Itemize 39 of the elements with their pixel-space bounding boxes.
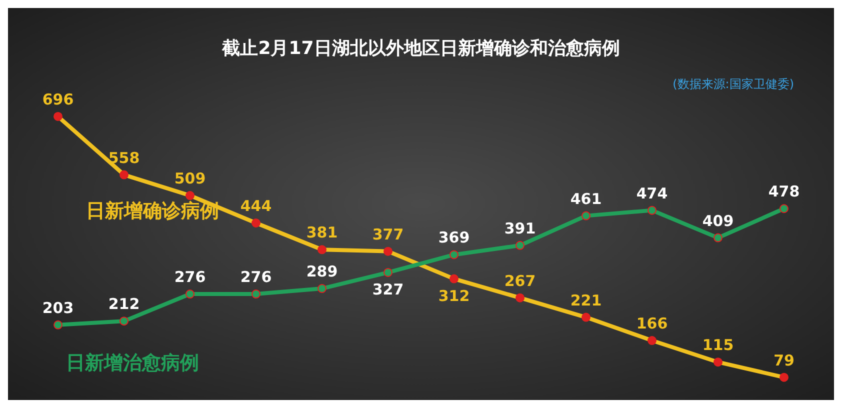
data-label: 203 — [42, 298, 74, 317]
point — [318, 284, 326, 294]
data-label: 212 — [108, 295, 140, 314]
data-label: 276 — [240, 268, 272, 286]
series-label: 日新增治愈病例 — [66, 351, 199, 376]
data-label: 166 — [636, 314, 668, 333]
data-label: 696 — [42, 90, 74, 108]
data-label: 381 — [306, 224, 338, 242]
data-label: 558 — [108, 148, 140, 167]
data-label: 312 — [438, 286, 470, 305]
text: (数据来源:国家卫健委) — [672, 76, 794, 93]
data-label: 276 — [174, 268, 206, 286]
data-label: 444 — [240, 197, 272, 215]
point — [252, 290, 260, 299]
point — [120, 316, 128, 326]
point — [516, 240, 524, 250]
data-label: 474 — [636, 184, 668, 202]
data-label: 115 — [702, 336, 734, 354]
point — [582, 211, 590, 220]
data-label: 509 — [174, 170, 206, 188]
data-label: 369 — [438, 228, 470, 247]
point — [648, 206, 656, 215]
point — [54, 320, 62, 330]
data-label: 409 — [702, 212, 734, 230]
point — [384, 268, 392, 277]
point — [714, 233, 722, 242]
point — [186, 290, 194, 299]
data-label: 478 — [768, 182, 800, 201]
data-label: 267 — [504, 272, 536, 290]
data-label: 377 — [372, 225, 404, 244]
data-label: 327 — [372, 280, 404, 298]
point — [450, 250, 458, 260]
chart-title: 截止2月17日湖北以外地区日新增确诊和治愈病例 — [220, 37, 621, 60]
data-label: 79 — [774, 351, 794, 370]
data-label: 289 — [306, 262, 338, 281]
point — [780, 204, 788, 214]
data-label: 391 — [504, 219, 536, 238]
data-label: 221 — [570, 291, 602, 310]
data-label: 461 — [570, 190, 602, 208]
